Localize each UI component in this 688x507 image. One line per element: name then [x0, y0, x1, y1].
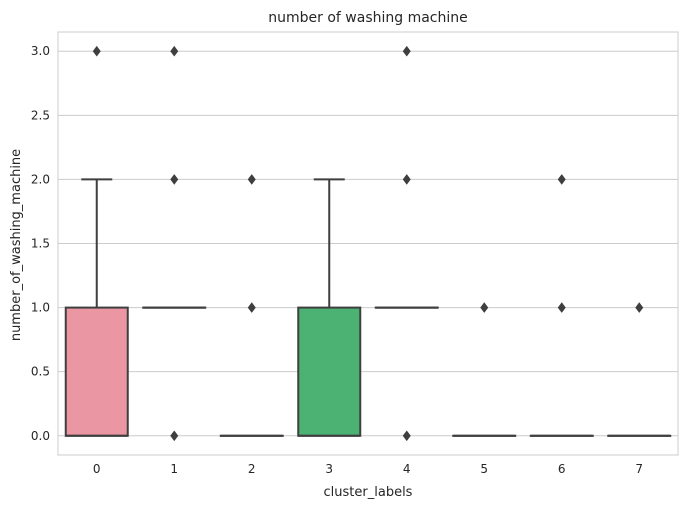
plot-area: 0.0 0.5 1.0 1.5 2.0 2.5 3.0 0 1 2 3 4 5 6 7 — [31, 31, 679, 476]
y-tick-label: 1.0 — [31, 301, 50, 315]
plot-frame — [57, 31, 679, 456]
outlier-point — [480, 302, 489, 313]
outlier-point — [557, 302, 566, 313]
x-tick-label: 5 — [480, 462, 488, 476]
x-tick-label: 4 — [403, 462, 411, 476]
y-tick-label: 0.0 — [31, 429, 50, 443]
box-cluster-3 — [297, 306, 362, 437]
chart-title: number of washing machine — [268, 10, 468, 26]
y-tick-label: 2.5 — [31, 108, 50, 122]
x-tick-label: 1 — [170, 462, 178, 476]
outlier-point — [557, 174, 566, 185]
x-tick-label: 7 — [635, 462, 643, 476]
y-axis-label: number_of_washing_machine — [9, 149, 24, 341]
y-tick-label: 1.5 — [31, 237, 50, 251]
box-cluster-0 — [64, 306, 129, 437]
outlier-point — [247, 302, 256, 313]
y-tick-label: 2.0 — [31, 172, 50, 186]
x-tick-label: 2 — [248, 462, 256, 476]
x-tick-label: 6 — [558, 462, 566, 476]
y-tick-label: 0.5 — [31, 365, 50, 379]
y-tick-label: 3.0 — [31, 44, 50, 58]
outlier-point — [170, 430, 179, 442]
outlier-point — [92, 45, 101, 57]
outlier-point — [402, 430, 411, 442]
outlier-point — [247, 174, 256, 185]
outlier-point — [402, 174, 411, 185]
outlier-point — [170, 45, 179, 57]
outlier-point — [402, 45, 411, 57]
x-axis-label: cluster_labels — [324, 485, 413, 500]
outlier-point — [170, 174, 179, 185]
x-tick-label: 0 — [93, 462, 101, 476]
x-tick-label: 3 — [325, 462, 333, 476]
outlier-point — [635, 302, 644, 313]
